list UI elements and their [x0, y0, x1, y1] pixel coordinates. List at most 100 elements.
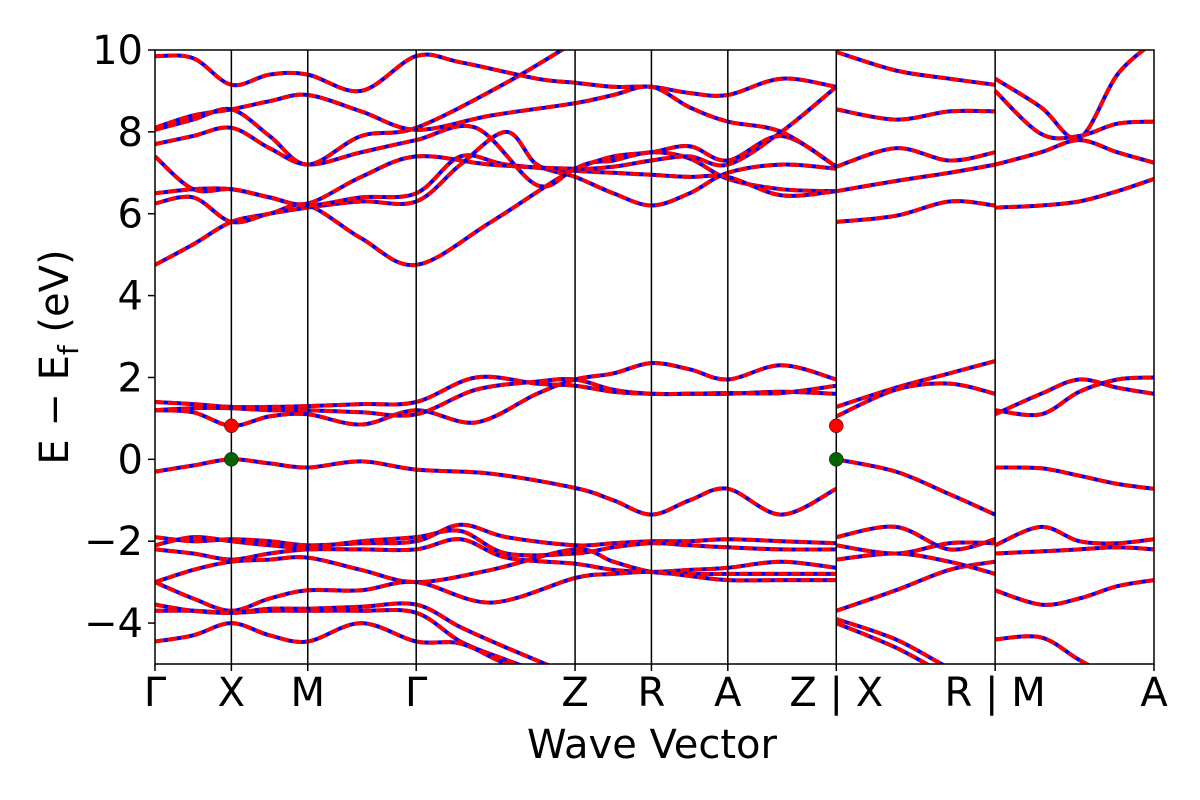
band-2-red-line — [155, 129, 837, 225]
band-18 — [155, 601, 551, 664]
cbm-marker-3 — [829, 418, 844, 434]
band-28-red-line — [835, 457, 996, 517]
band-11-red-line — [155, 374, 837, 410]
x-tick-label-4: Γ — [405, 670, 428, 716]
extrema-markers — [224, 418, 844, 467]
band-45-red-line — [994, 634, 1091, 664]
band-39 — [994, 375, 1154, 418]
x-axis-label: Wave Vector — [527, 722, 778, 768]
band-28 — [835, 457, 996, 517]
band-17-red-line — [155, 569, 837, 613]
vbm-marker-4 — [829, 452, 844, 467]
x-tick-label-1: Γ — [144, 670, 167, 716]
x-tick-label-7: A — [714, 670, 742, 716]
band-25-red-line — [835, 50, 996, 87]
band-4-red-line — [155, 85, 838, 207]
y-tick-label-8: −4 — [84, 601, 143, 647]
band-17 — [155, 569, 837, 613]
band-41-red-line — [995, 465, 1154, 491]
plot-frame — [154, 49, 1155, 665]
band-42-blue-line — [994, 524, 1154, 548]
band-20-red-line — [155, 621, 512, 664]
band-26 — [835, 359, 996, 409]
y-tick-label-4: 4 — [118, 274, 143, 320]
band-22-red-line — [835, 107, 996, 122]
band-40-blue-line — [994, 377, 1154, 417]
band-31-red-line — [835, 559, 996, 613]
y-tick-label-5: 2 — [118, 355, 143, 401]
kpath-divider-lines — [230, 50, 996, 664]
band-30 — [836, 540, 996, 556]
y-tick-label-6: 0 — [118, 437, 143, 483]
band-21-red-line — [835, 146, 996, 169]
band-12-red-line — [155, 457, 838, 517]
x-tick-label-6: R — [638, 670, 666, 716]
band-33-red-line — [835, 617, 946, 664]
band-5-red-line — [155, 123, 838, 189]
x-tick-label-3: M — [290, 670, 325, 716]
band-14-red-line — [155, 528, 837, 558]
band-40 — [994, 377, 1154, 417]
band-43-red-line — [994, 545, 1154, 556]
band-10 — [155, 376, 837, 418]
y-axis: 10 8 6 4 2 0 −2 −4 — [84, 28, 155, 647]
band-44-red-line — [994, 578, 1154, 607]
band-5 — [155, 123, 838, 189]
cbm-marker-1 — [224, 418, 239, 434]
x-tick-label-5: Z — [561, 670, 588, 716]
x-tick-label-10: A — [1140, 670, 1168, 716]
x-tick-label-2: X — [218, 670, 245, 716]
band-9-red-line — [155, 361, 837, 428]
band-32-red-line — [836, 551, 996, 576]
band-20 — [155, 621, 512, 664]
band-8 — [155, 52, 837, 98]
band-42-red-line — [994, 524, 1154, 548]
band-38 — [995, 177, 1154, 210]
band-38-red-line — [995, 177, 1154, 210]
band-11 — [155, 374, 837, 410]
band-6-blue-line — [155, 50, 566, 167]
band-lines — [155, 50, 1154, 664]
band-6-red-line — [155, 50, 566, 167]
band-14 — [155, 528, 837, 558]
band-12-blue-line — [155, 457, 838, 517]
y-tick-label-2: 8 — [118, 110, 143, 156]
band-33 — [835, 617, 946, 664]
band-12 — [155, 457, 838, 517]
band-34 — [835, 621, 931, 664]
band-24 — [836, 199, 996, 224]
band-15-red-line — [155, 537, 837, 574]
band-32 — [836, 551, 996, 576]
band-16 — [155, 547, 837, 585]
band-27 — [835, 381, 996, 419]
band-6 — [155, 50, 566, 167]
band-45 — [994, 634, 1091, 664]
band-18-blue-line — [155, 601, 551, 664]
band-39-red-line — [994, 375, 1154, 418]
band-7-red-line — [155, 84, 838, 169]
band-44 — [994, 578, 1154, 607]
band-29-blue-line — [835, 524, 996, 552]
band-23 — [835, 162, 996, 194]
band-7 — [155, 84, 838, 169]
x-tick-label-8: Z | X — [789, 670, 883, 716]
band-21 — [835, 146, 996, 169]
band-23-red-line — [835, 162, 996, 194]
band-25 — [835, 50, 996, 87]
band-15 — [155, 537, 837, 574]
band-22 — [835, 107, 996, 122]
y-tick-label-3: 6 — [118, 192, 143, 238]
band-29-red-line — [835, 524, 996, 552]
band-9 — [155, 361, 837, 428]
band-43 — [994, 545, 1154, 556]
band-24-red-line — [836, 199, 996, 224]
band-42 — [994, 524, 1154, 548]
band-26-red-line — [835, 359, 996, 409]
band-30-red-line — [836, 540, 996, 556]
band-37-red-line — [994, 138, 1154, 167]
band-4 — [155, 85, 838, 207]
band-29 — [835, 524, 996, 552]
band-8-red-line — [155, 52, 837, 98]
